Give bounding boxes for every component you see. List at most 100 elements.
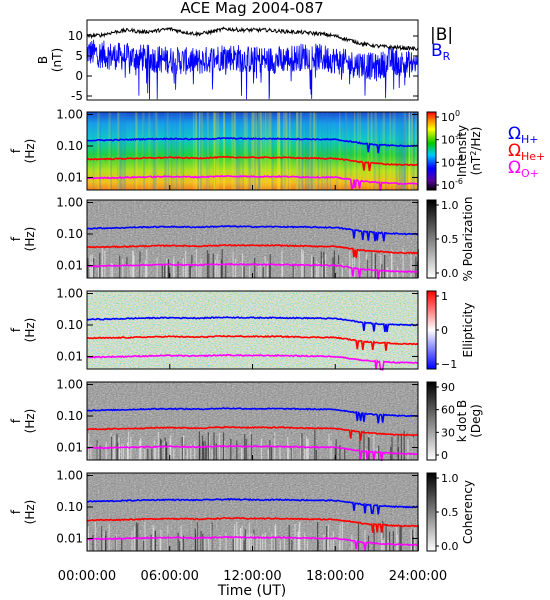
colorbar-tick-exponent: 0 <box>455 109 460 118</box>
f-axis-unit: (Hz) <box>23 409 37 434</box>
coherency-striation <box>357 522 360 551</box>
coherency-striation <box>240 527 242 551</box>
kdotb-striation <box>130 436 132 460</box>
colorbar-tick-value: 10 <box>441 134 455 147</box>
polarization-striation <box>337 264 339 278</box>
intensity-striation <box>283 112 287 190</box>
intensity-striation <box>309 112 311 190</box>
coherency-striation <box>150 534 152 551</box>
intensity-striation <box>403 112 407 190</box>
intensity-striation <box>117 112 119 190</box>
gyro-legend-symbol: Ω <box>508 124 521 144</box>
colorbar-tick-value: 0 <box>441 324 448 337</box>
b-y-tick-label: 5 <box>75 49 83 63</box>
f-axis-unit: (Hz) <box>23 139 37 164</box>
intensity-striation <box>398 112 401 190</box>
panel-ellipticity: 1.00 0.10 0.01 f (Hz) 1 0 −1 Ellipticity <box>9 286 475 371</box>
intensity-striation <box>236 112 239 190</box>
coherency-striation <box>279 540 281 551</box>
coherency-striation <box>133 526 135 551</box>
coherency-striation <box>351 534 353 551</box>
kdotb-striation <box>99 445 101 460</box>
kdotb-striation <box>211 445 213 460</box>
intensity-striation <box>389 112 391 190</box>
intensity-striation <box>201 112 203 190</box>
intensity-striation <box>382 112 385 190</box>
intensity-striation <box>354 112 356 190</box>
kdotb-striation <box>181 437 183 460</box>
polarization-striation <box>101 267 103 278</box>
intensity-striation <box>197 112 200 190</box>
polarization-striation <box>303 266 305 278</box>
polarization-striation <box>198 262 200 278</box>
intensity-striation <box>345 112 347 190</box>
intensity-striation <box>373 112 377 190</box>
coherency-striation <box>253 533 255 551</box>
intensity-striation <box>258 112 261 190</box>
polarization-striation <box>353 255 356 278</box>
polarization-striation <box>111 263 114 278</box>
legend-br-sub: R <box>443 50 451 63</box>
intensity-striation <box>321 112 324 190</box>
polarization-striation <box>260 262 262 278</box>
intensity-striation <box>415 112 417 190</box>
f-tick-label: 0.10 <box>56 139 83 153</box>
coherency-striation <box>317 540 319 551</box>
kdotb-striation <box>271 446 273 460</box>
gyro-legend-symbol: Ω <box>508 141 521 161</box>
kdotb-striation <box>304 448 306 460</box>
polarization-striation <box>374 253 376 278</box>
kdotb-striation <box>373 432 375 460</box>
kdotb-striation <box>344 448 346 460</box>
intensity-striation <box>223 112 225 190</box>
coherency-striation <box>177 532 179 551</box>
kdotb-striation <box>363 430 365 460</box>
gyro-line-He+ <box>86 243 419 259</box>
intensity-striation <box>370 112 373 190</box>
intensity-striation <box>403 112 406 190</box>
polarization-striation <box>220 259 223 278</box>
colorbar-tick-value: 1 <box>441 290 448 303</box>
polarization-striation <box>130 266 132 278</box>
intensity-striation <box>118 112 121 190</box>
intensity-striation <box>214 112 217 190</box>
coherency-striation <box>179 540 181 551</box>
intensity-striation <box>242 112 244 190</box>
polarization-striation <box>415 256 417 278</box>
polarization-striation <box>365 253 368 278</box>
f-tick-label: 0.10 <box>56 227 83 241</box>
polarization-striation <box>119 255 121 278</box>
polarization-striation <box>358 251 360 278</box>
intensity-striation <box>231 112 234 190</box>
polarization-striation <box>402 248 404 278</box>
f-tick-label: 0.10 <box>56 409 83 423</box>
kdotb-striation <box>198 431 200 460</box>
legend-br-main: B <box>431 41 443 61</box>
kdotb-striation <box>287 447 289 460</box>
colorbar-tick-label: 0.5 <box>441 506 459 519</box>
gyro-line-O+ <box>87 444 419 462</box>
colorbar-tick-label: 1.0 <box>441 199 459 212</box>
colorbar-tick-label: 1 <box>441 290 448 303</box>
x-tick-label: 24:00:00 <box>389 569 447 584</box>
intensity-striation <box>176 112 179 190</box>
intensity-striation <box>166 112 169 190</box>
intensity-striation <box>310 112 313 190</box>
polarization-striation <box>323 259 325 278</box>
b-y-axis-label: B <box>36 56 50 64</box>
intensity-striation <box>133 112 137 190</box>
polarization-striation <box>225 265 227 278</box>
polarization-striation <box>98 267 100 278</box>
intensity-striation <box>248 112 251 190</box>
intensity-striation <box>395 112 397 190</box>
colorbar-tick-label: 0.5 <box>441 233 459 246</box>
f-tick-label: 0.01 <box>56 440 83 454</box>
coherency-striation <box>304 532 306 551</box>
coherency-striation <box>201 538 203 551</box>
polarization-colorbar <box>426 199 437 279</box>
colorbar-tick-exponent: -6 <box>455 177 463 186</box>
coherency-striation <box>410 529 412 551</box>
x-tick-label: 12:00:00 <box>223 569 281 584</box>
